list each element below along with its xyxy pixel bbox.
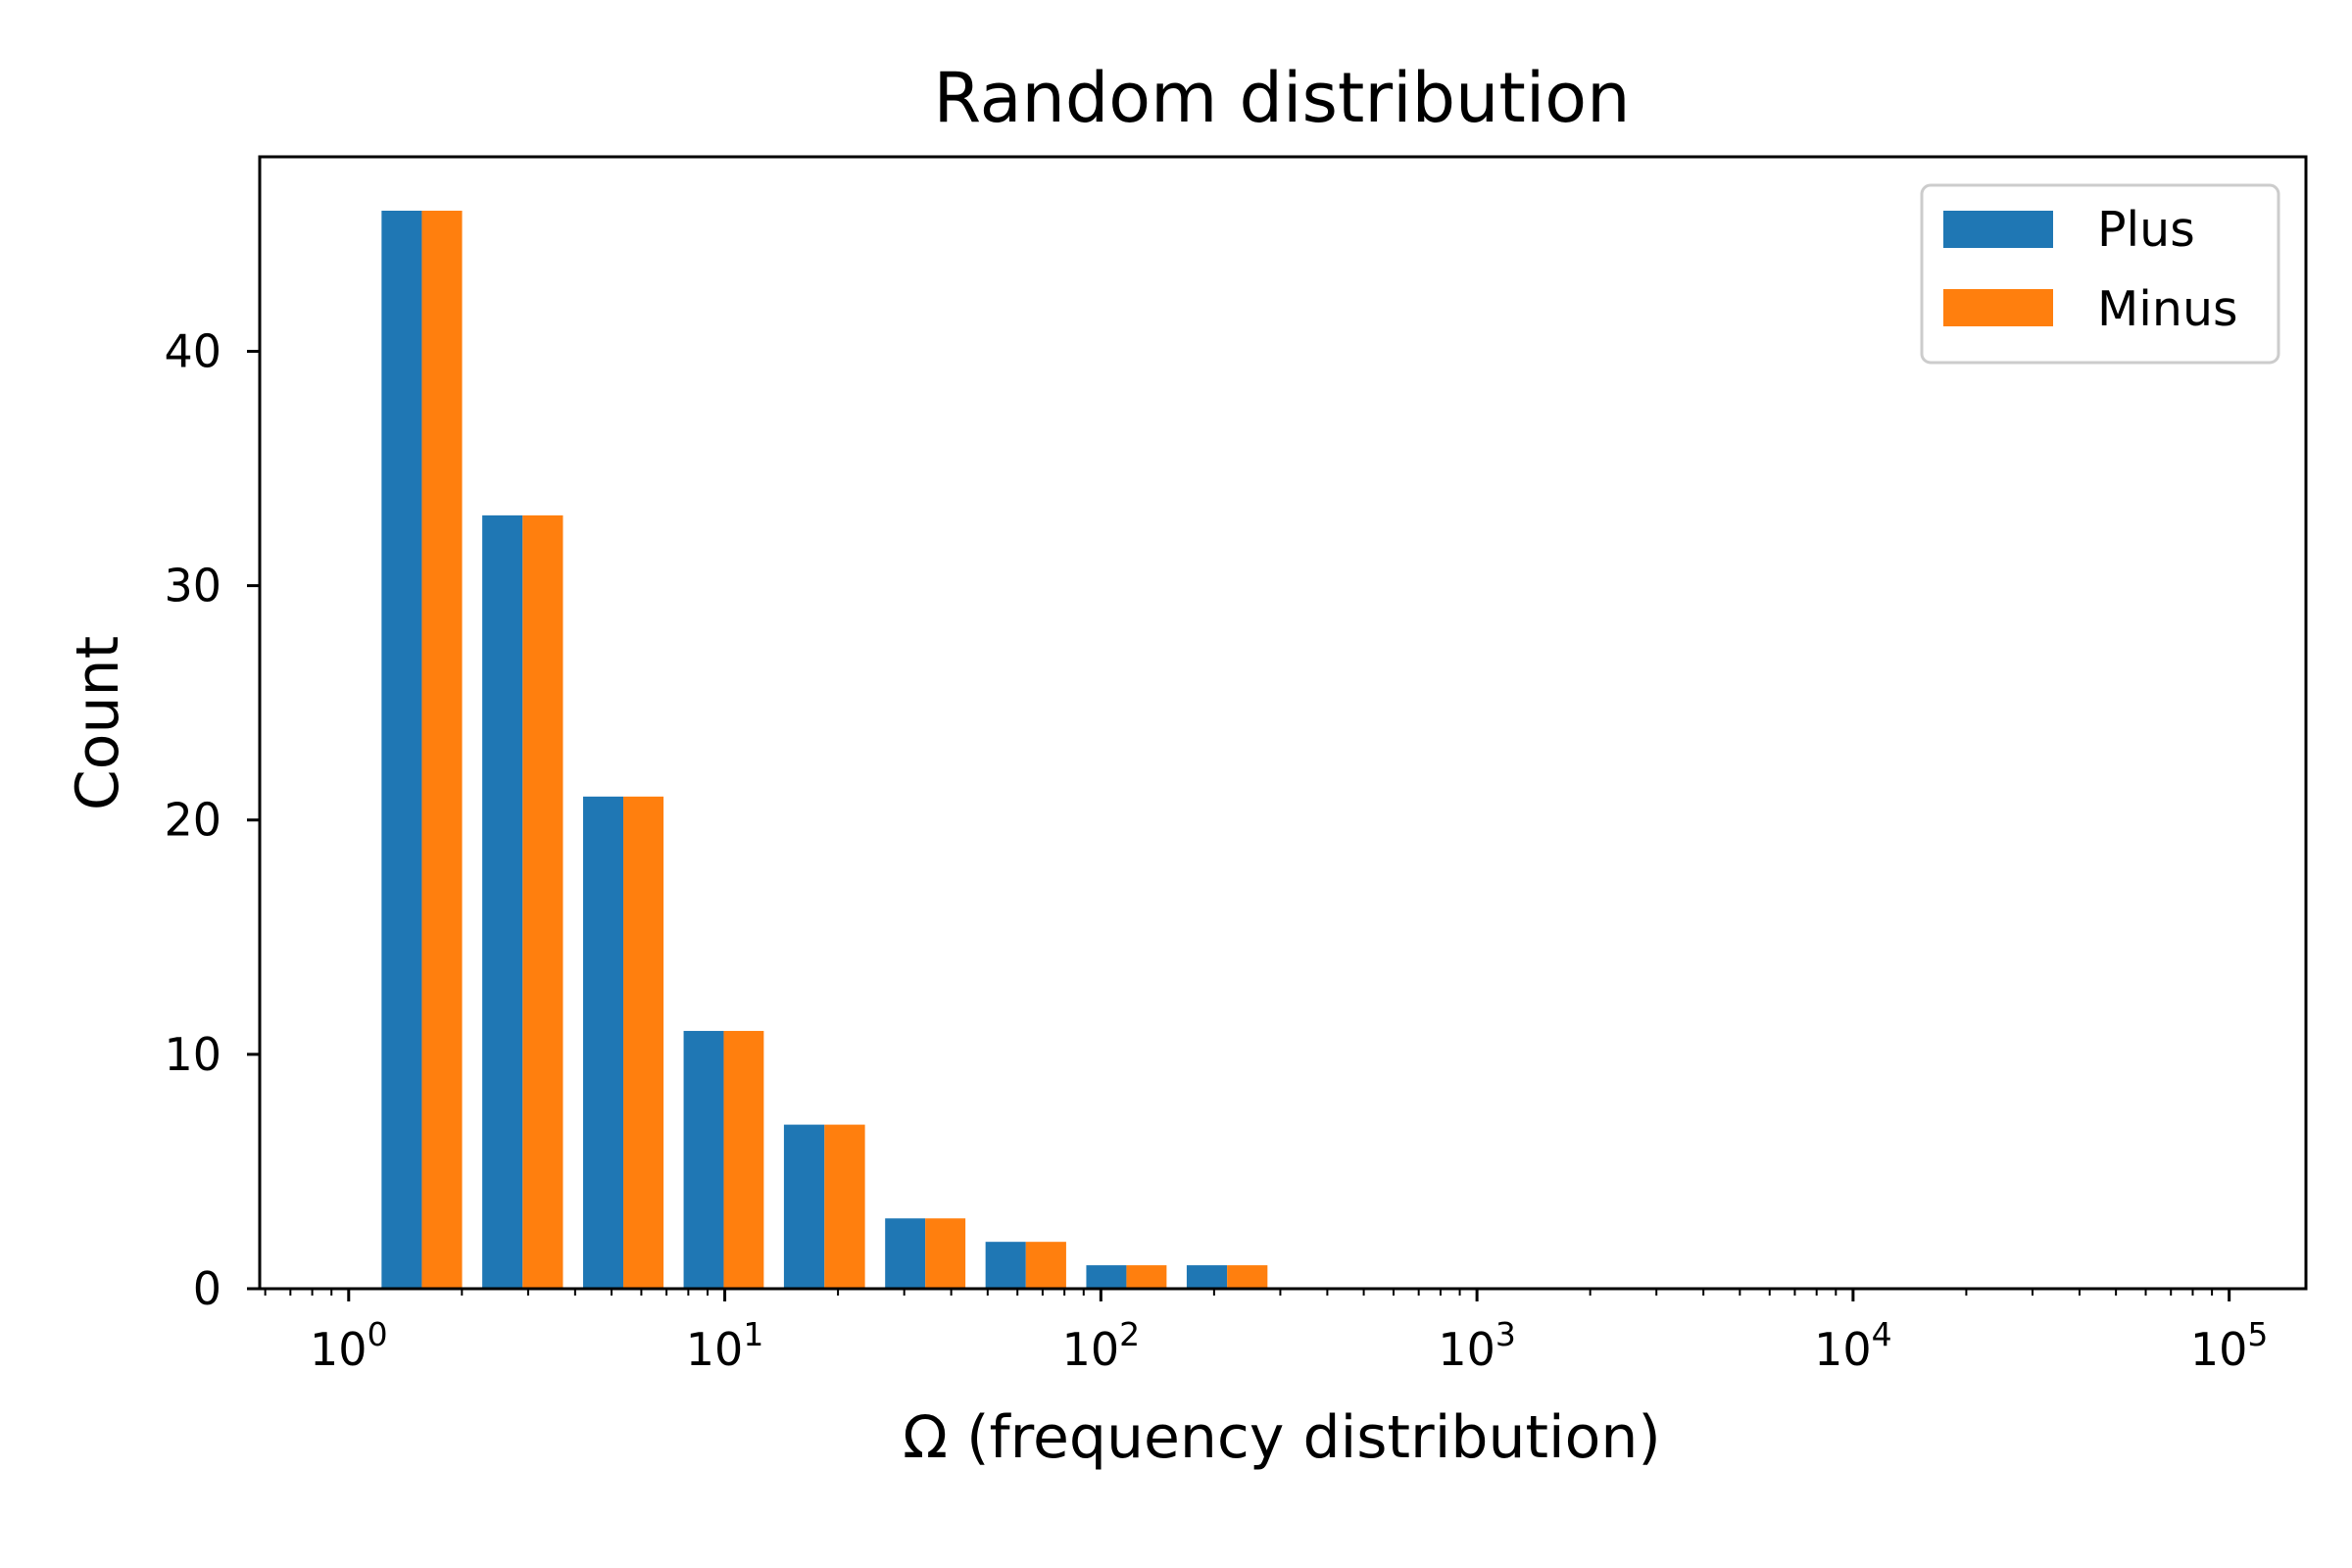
y-tick-label: 20	[164, 794, 221, 847]
bar-minus-4	[824, 1124, 865, 1289]
bar-plus-2	[583, 796, 624, 1289]
y-axis-ticks: 0 10 20 30 40	[164, 324, 260, 1315]
legend: Plus Minus	[1920, 183, 2280, 365]
x-tick-label: 102	[1062, 1315, 1141, 1376]
bar-plus-4	[783, 1124, 825, 1289]
bar-minus-2	[623, 796, 664, 1289]
bar-plus-3	[683, 1030, 724, 1289]
bar-plus-0	[381, 211, 422, 1289]
bar-minus-6	[1025, 1242, 1066, 1289]
bar-minus-3	[723, 1030, 764, 1289]
bars-group	[381, 211, 1268, 1289]
x-axis-ticks: 100 101 102 103 104 105	[264, 1289, 2269, 1376]
plot-frame	[258, 155, 2308, 1291]
legend-swatch-plus	[1943, 211, 2053, 248]
bar-minus-5	[925, 1218, 966, 1289]
y-tick-label: 40	[164, 324, 221, 377]
bar-minus-0	[421, 211, 463, 1289]
bar-plus-5	[885, 1218, 926, 1289]
x-tick-label: 105	[2190, 1315, 2269, 1376]
bar-minus-1	[522, 514, 564, 1289]
chart-title: Random distribution	[934, 58, 1631, 138]
bar-plus-8	[1186, 1265, 1228, 1289]
bar-plus-1	[482, 514, 523, 1289]
bar-minus-8	[1227, 1265, 1268, 1289]
x-tick-label: 103	[1438, 1315, 1516, 1376]
bar-plus-6	[985, 1242, 1026, 1289]
y-axis-label: Count	[64, 636, 132, 810]
legend-swatch-minus	[1943, 289, 2053, 326]
y-tick-label: 30	[164, 560, 221, 612]
x-tick-label: 104	[1814, 1315, 1892, 1376]
x-tick-label: 100	[310, 1315, 388, 1376]
y-tick-label: 0	[193, 1262, 221, 1315]
x-tick-label: 101	[686, 1315, 764, 1376]
x-axis-label: Ω (frequency distribution)	[903, 1403, 1661, 1472]
y-tick-label: 10	[164, 1028, 221, 1081]
bar-plus-7	[1086, 1265, 1127, 1289]
legend-label-plus: Plus	[2097, 202, 2195, 258]
legend-label-minus: Minus	[2097, 281, 2238, 337]
bar-minus-7	[1126, 1265, 1167, 1289]
